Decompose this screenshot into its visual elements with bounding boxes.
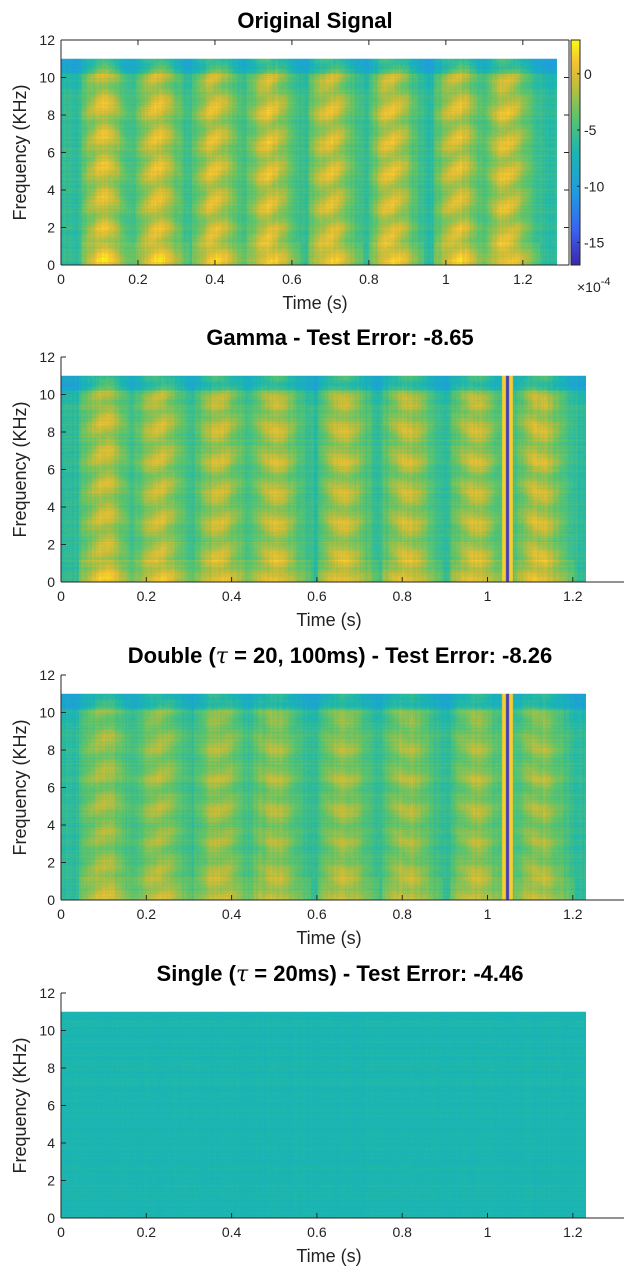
y-tick-label: 10 (39, 70, 55, 86)
colorbar-multiplier: ×10-4 (577, 276, 611, 295)
x-tick-label: 0 (57, 588, 65, 604)
chart-title: Original Signal (237, 8, 392, 33)
x-tick-label: 0.6 (307, 906, 327, 922)
colorbar-tick-label: 0 (584, 66, 592, 82)
colorbar-tick-label: -5 (584, 122, 597, 138)
x-tick-label: 1.2 (563, 588, 583, 604)
y-tick-label: 12 (39, 349, 55, 365)
x-tick-label: 0 (57, 271, 65, 287)
y-tick-label: 4 (47, 499, 55, 515)
x-tick-label: 1 (442, 271, 450, 287)
x-tick-label: 0.6 (307, 1224, 327, 1240)
x-axis-label: Time (s) (296, 928, 361, 948)
spectrogram-heatmap (61, 58, 557, 265)
y-tick-label: 2 (47, 537, 55, 553)
y-tick-label: 6 (47, 780, 55, 796)
x-tick-label: 0.8 (392, 906, 412, 922)
y-tick-label: 6 (47, 145, 55, 161)
x-tick-label: 0.6 (307, 588, 327, 604)
y-tick-label: 8 (47, 742, 55, 758)
chart-title: Gamma - Test Error: -8.65 (206, 325, 473, 350)
colorbar-gradient (570, 39, 581, 266)
x-tick-label: 0.8 (392, 588, 412, 604)
y-tick-label: 0 (47, 1210, 55, 1226)
y-tick-label: 4 (47, 1135, 55, 1151)
chart-panel-3: Double (τ = 20, 100ms) - Test Error: -8.… (10, 643, 624, 948)
y-tick-label: 4 (47, 182, 55, 198)
x-tick-label: 0.2 (137, 906, 157, 922)
y-tick-label: 2 (47, 855, 55, 871)
y-tick-label: 2 (47, 220, 55, 236)
x-tick-label: 0.2 (137, 588, 157, 604)
y-tick-label: 6 (47, 462, 55, 478)
chart-panel-1: Original Signal 0 0.2 0.4 0.6 0.8 1 1.2 0 2 4 6 8 10 1… (10, 8, 570, 313)
x-axis-label: Time (s) (282, 293, 347, 313)
x-axis-label: Time (s) (296, 610, 361, 630)
x-tick-label: 0.6 (282, 271, 302, 287)
x-tick-label: 0 (57, 1224, 65, 1240)
x-tick-label: 0.8 (359, 271, 379, 287)
x-tick-label: 0.4 (205, 271, 225, 287)
x-tick-label: 1.2 (563, 906, 583, 922)
y-axis-label: Frequency (KHz) (10, 401, 30, 537)
y-tick-label: 12 (39, 985, 55, 1001)
x-tick-label: 0.2 (128, 271, 148, 287)
x-tick-label: 0.2 (137, 1224, 157, 1240)
y-tick-label: 0 (47, 257, 55, 273)
y-tick-label: 4 (47, 817, 55, 833)
x-tick-label: 0.4 (222, 1224, 242, 1240)
x-axis-label: Time (s) (296, 1246, 361, 1266)
x-tick-label: 1 (484, 1224, 492, 1240)
y-axis-label: Frequency (KHz) (10, 84, 30, 220)
chart-panel-4: Single (τ = 20ms) - Test Error: -4.46 0 0.… (10, 961, 624, 1266)
y-tick-label: 12 (39, 32, 55, 48)
y-tick-label: 0 (47, 574, 55, 590)
y-tick-label: 8 (47, 107, 55, 123)
y-tick-label: 10 (39, 1023, 55, 1039)
y-tick-label: 2 (47, 1173, 55, 1189)
y-tick-label: 10 (39, 387, 55, 403)
y-axis-label: Frequency (KHz) (10, 719, 30, 855)
chart-title: Double (τ = 20, 100ms) - Test Error: -8.… (128, 643, 552, 669)
chart-panel-2: Gamma - Test Error: -8.65 0 0.2 0.4 0.6 0.8 1 1… (10, 325, 624, 630)
x-tick-label: 0.4 (222, 906, 242, 922)
x-tick-label: 1 (484, 906, 492, 922)
y-tick-label: 6 (47, 1098, 55, 1114)
chart-title: Single (τ = 20ms) - Test Error: -4.46 (157, 961, 524, 987)
spectrogram-heatmap (61, 693, 586, 900)
y-tick-label: 8 (47, 424, 55, 440)
x-tick-label: 1 (484, 588, 492, 604)
y-tick-label: 10 (39, 705, 55, 721)
x-tick-label: 0.4 (222, 588, 242, 604)
x-tick-label: 1.2 (563, 1224, 583, 1240)
spectrogram-heatmap (61, 375, 586, 582)
y-tick-label: 0 (47, 892, 55, 908)
x-tick-label: 0 (57, 906, 65, 922)
colorbar-tick-label: -10 (584, 178, 604, 194)
spectrogram-heatmap (61, 1011, 586, 1218)
x-tick-label: 1.2 (513, 271, 533, 287)
y-tick-label: 8 (47, 1060, 55, 1076)
y-axis-label: Frequency (KHz) (10, 1037, 30, 1173)
colorbar: 0 -5 -10 -15 ×10-4 (570, 39, 611, 295)
colorbar-tick-label: -15 (584, 235, 604, 251)
x-tick-label: 0.8 (392, 1224, 412, 1240)
y-tick-label: 12 (39, 667, 55, 683)
